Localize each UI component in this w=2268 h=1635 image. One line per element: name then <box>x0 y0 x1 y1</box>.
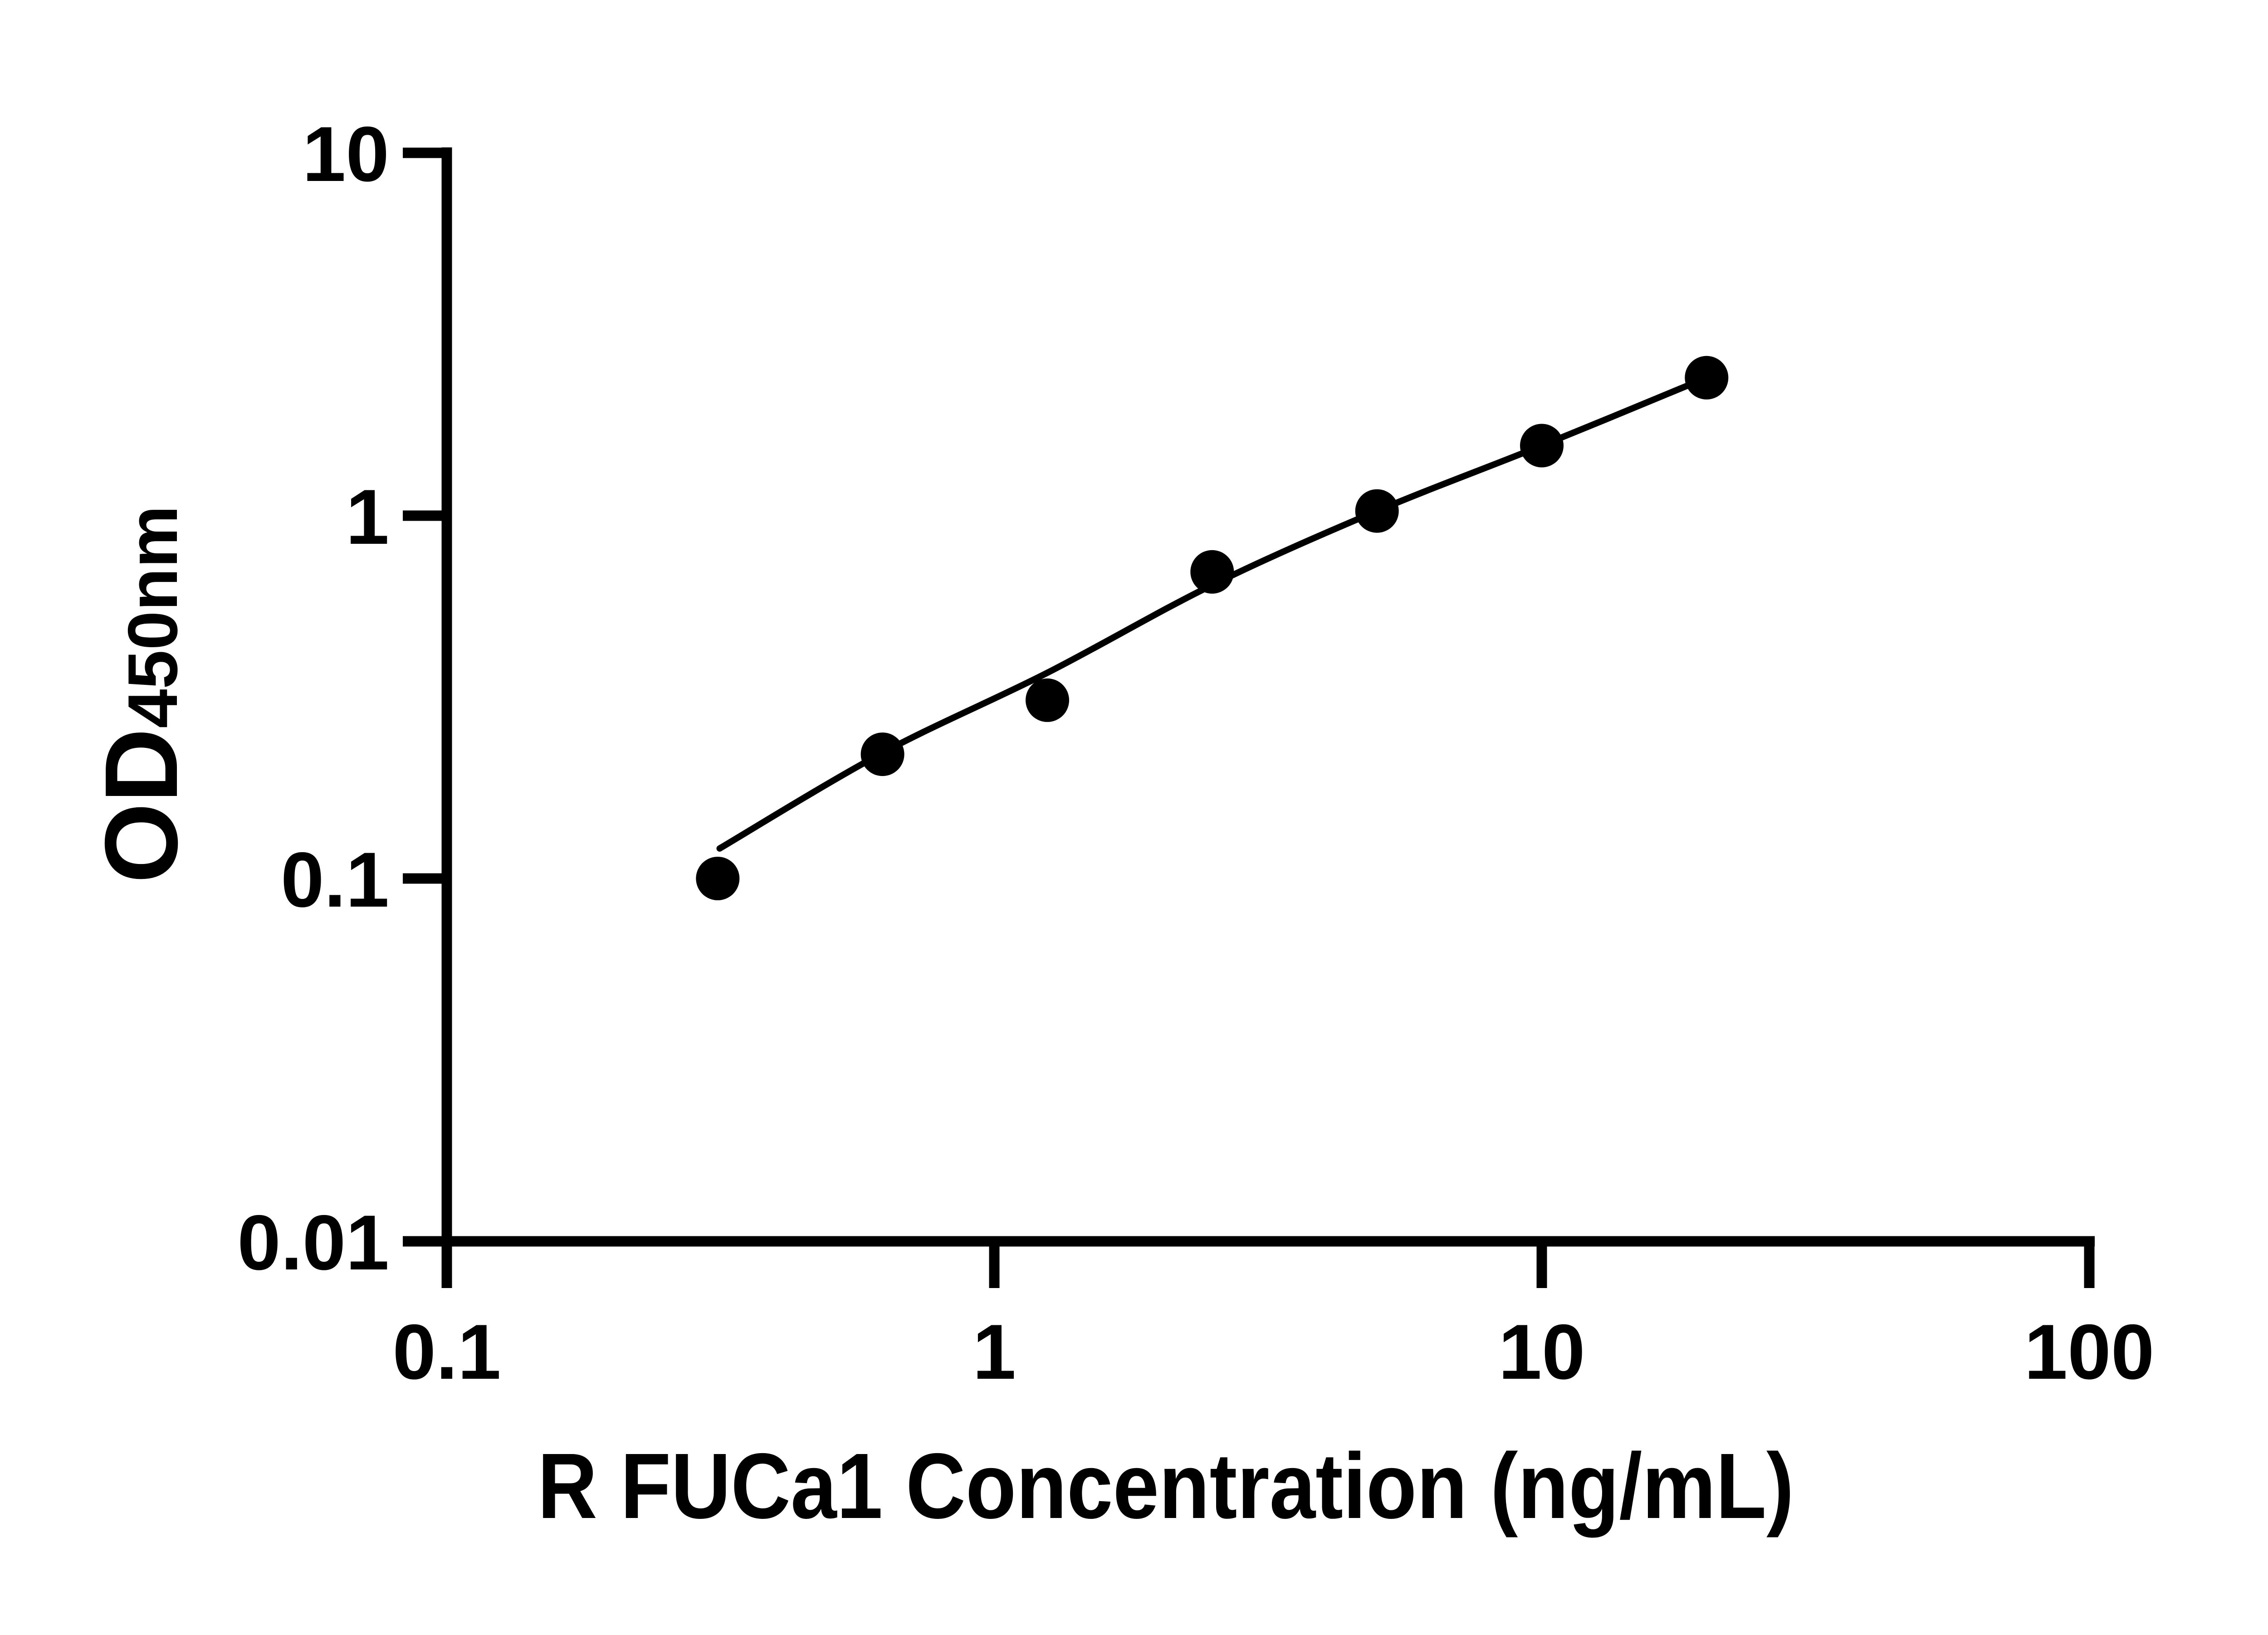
y-tick-label-10: 10 <box>303 111 389 198</box>
data-point-0.3125 <box>696 857 740 900</box>
x-tick-label-1: 1 <box>973 1308 1016 1396</box>
x-tick-label-0.1: 0.1 <box>392 1308 501 1396</box>
y-tick-labels-group: 0.01 0.1 1 10 <box>237 111 389 1286</box>
svg-text:OD450nm: OD450nm <box>84 505 199 883</box>
data-point-20 <box>1685 356 1729 400</box>
x-tick-label-10: 10 <box>1498 1308 1585 1396</box>
data-point-10 <box>1520 424 1564 468</box>
x-axis-title: R FUCa1 Concentration (ng/mL) <box>538 1434 1794 1538</box>
y-axis-title-subscript: 450nm <box>113 505 192 728</box>
x-tick-labels-group: 0.1 1 10 100 <box>392 1308 2154 1396</box>
data-point-0.625 <box>860 732 904 776</box>
y-axis-title-main: OD <box>84 728 199 883</box>
data-point-1.25 <box>1026 678 1069 722</box>
y-axis-title: OD450nm <box>84 505 199 883</box>
x-ticks-group <box>441 1241 2095 1288</box>
data-points-group <box>696 356 1729 900</box>
y-tick-label-0.01: 0.01 <box>237 1199 389 1286</box>
x-tick-label-100: 100 <box>2024 1308 2155 1396</box>
data-point-2.5 <box>1190 550 1234 594</box>
y-tick-label-0.1: 0.1 <box>281 836 389 923</box>
y-ticks-group <box>403 147 447 1247</box>
data-point-5 <box>1355 489 1399 533</box>
y-tick-label-1: 1 <box>346 473 389 561</box>
